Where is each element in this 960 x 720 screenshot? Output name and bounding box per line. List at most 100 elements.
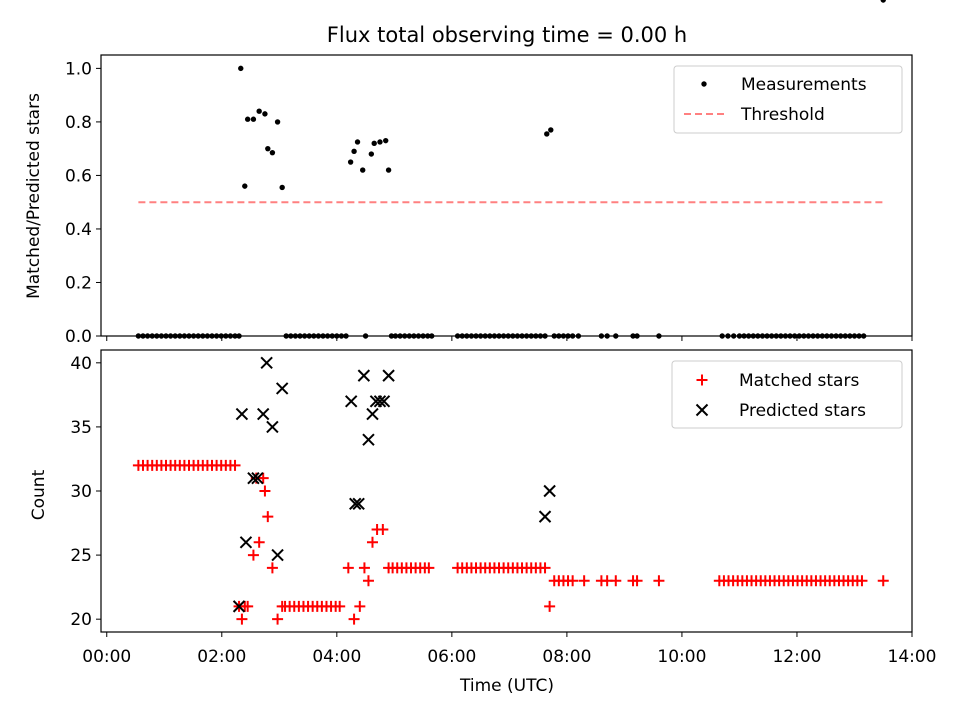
bottom-plot-area xyxy=(132,356,889,625)
matched-star-point xyxy=(539,562,551,574)
predicted-star-point xyxy=(271,548,284,562)
measurement-point xyxy=(544,131,550,137)
top-y-tick-label: 0.0 xyxy=(65,327,92,347)
measurement-point xyxy=(371,140,377,147)
bottom-x-tick-label: 10:00 xyxy=(657,647,706,667)
top-y-tick-label: 0.2 xyxy=(65,273,92,293)
predicted-star-point xyxy=(357,369,371,382)
legend-matched-marker xyxy=(696,374,708,386)
bottom-legend-box xyxy=(671,360,903,429)
measurement-point xyxy=(279,184,285,191)
bottom-y-tick-label: 40 xyxy=(70,354,92,374)
measurement-point xyxy=(269,149,276,156)
bottom-ticks: 00:00 02:00 04:00 06:00 08:00 10:00 12:00 14:00… xyxy=(70,354,936,667)
measurement-point xyxy=(262,111,268,117)
top-y-tick-label: 0.6 xyxy=(65,166,92,186)
measurement-point xyxy=(548,127,554,133)
bottom-x-tick-label: 08:00 xyxy=(542,647,591,667)
predicted-star-point xyxy=(239,536,253,549)
measurement-point xyxy=(242,183,248,189)
bottom-y-tick-label: 35 xyxy=(70,418,92,438)
matched-star-point xyxy=(366,536,378,548)
bottom-panel: Count Time (UTC) 00:00 02:00 04:00 06:00 08:… xyxy=(29,349,937,696)
predicted-star-point xyxy=(349,497,362,511)
matched-star-point xyxy=(578,575,590,587)
top-axes-frame xyxy=(100,54,913,337)
measurement-point xyxy=(354,139,361,145)
top-y-tick-label: 0.4 xyxy=(65,220,92,240)
predicted-star-point xyxy=(373,395,387,408)
measurement-point xyxy=(265,145,271,152)
matched-star-point xyxy=(272,613,284,625)
matched-star-point xyxy=(423,562,435,574)
predicted-star-point xyxy=(382,369,395,382)
bottom-x-tick-label: 14:00 xyxy=(888,647,937,667)
matched-star-point xyxy=(259,485,271,497)
measurement-point xyxy=(244,116,251,122)
legend-predicted-label: Predicted stars xyxy=(739,401,866,421)
predicted-star-point xyxy=(275,382,289,395)
legend-predicted-marker xyxy=(695,403,709,417)
matched-star-point xyxy=(257,472,269,484)
matched-star-point xyxy=(266,562,278,574)
legend-threshold-label: Threshold xyxy=(740,105,825,125)
predicted-star-point xyxy=(266,420,279,434)
measurement-point xyxy=(250,116,257,122)
predicted-star-point xyxy=(256,407,270,421)
measurement-point xyxy=(377,139,383,145)
measurement-point xyxy=(360,167,366,173)
matched-star-point xyxy=(236,613,248,625)
bottom-y-axis-label: Count xyxy=(29,469,49,520)
matched-star-point xyxy=(354,600,366,612)
chart-title: Flux total observing time = 0.00 h xyxy=(327,23,687,47)
top-y-tick-label: 1.0 xyxy=(65,59,92,79)
top-y-axis-label: Matched/Predicted stars xyxy=(24,93,44,299)
predicted-star-point xyxy=(344,395,358,408)
predicted-star-point xyxy=(366,407,379,421)
bottom-y-tick-label: 25 xyxy=(70,546,92,566)
bottom-x-tick-label: 12:00 xyxy=(772,647,821,667)
matched-star-point xyxy=(247,549,259,561)
measurement-point xyxy=(351,148,357,155)
bottom-y-tick-label: 30 xyxy=(70,482,92,502)
bottom-axes-frame xyxy=(100,349,913,633)
top-legend-box xyxy=(673,65,903,134)
top-plot-area xyxy=(135,0,886,339)
x-axis-label: Time (UTC) xyxy=(459,676,554,696)
legend-measurements-marker xyxy=(701,81,707,87)
matched-star-point xyxy=(653,575,665,587)
predicted-star-point xyxy=(232,600,246,613)
matched-star-point xyxy=(358,562,370,574)
predicted-star-point xyxy=(260,356,273,370)
measurement-point xyxy=(385,167,392,173)
matched-star-point xyxy=(610,575,622,587)
matched-star-point xyxy=(253,536,265,548)
matched-star-point xyxy=(567,575,579,587)
measurement-point xyxy=(347,159,354,165)
measurement-point xyxy=(274,119,281,125)
predicted-star-point xyxy=(235,407,249,421)
legend-matched-label: Matched stars xyxy=(739,371,859,391)
bottom-legend: Matched stars Predicted stars xyxy=(671,360,903,429)
matched-star-point xyxy=(229,459,241,471)
predicted-star-point xyxy=(251,471,264,485)
predicted-star-point xyxy=(352,497,365,511)
matched-star-point xyxy=(877,575,889,587)
bottom-x-tick-label: 04:00 xyxy=(312,647,361,667)
top-legend: Measurements Threshold xyxy=(673,65,903,134)
matched-star-point xyxy=(342,562,354,574)
bottom-x-tick-label: 00:00 xyxy=(82,647,131,667)
bottom-x-tick-label: 06:00 xyxy=(427,647,476,667)
predicted-star-point xyxy=(247,471,260,485)
predicted-star-point xyxy=(543,484,556,498)
top-panel: Flux total observing time = 0.00 h Match… xyxy=(24,0,913,347)
matched-star-point xyxy=(334,600,346,612)
measurement-point xyxy=(880,0,886,3)
measurement-point xyxy=(238,65,244,72)
matched-star-point xyxy=(631,575,643,587)
predicted-star-point xyxy=(377,395,391,408)
measurement-point xyxy=(368,151,375,157)
matched-star-point xyxy=(348,613,360,625)
measurement-point xyxy=(383,137,389,144)
